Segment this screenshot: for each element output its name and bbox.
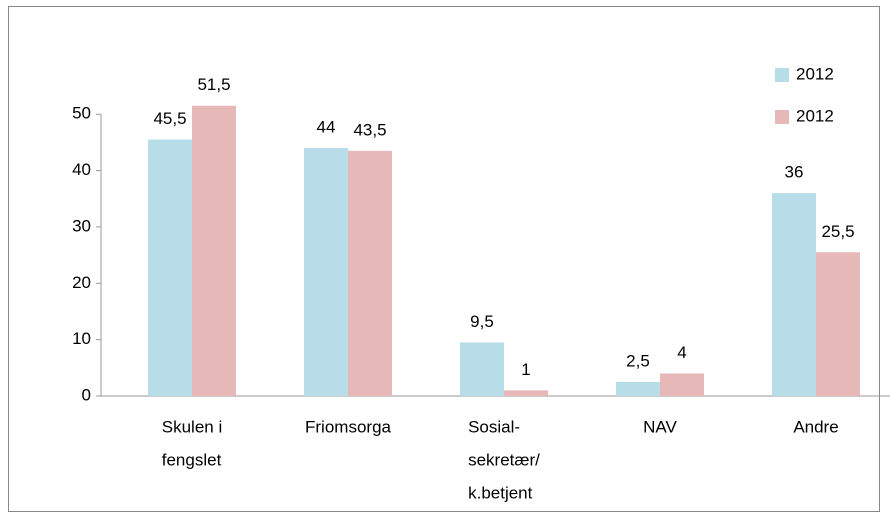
bar — [348, 150, 392, 396]
legend-label: 2012 — [796, 64, 834, 83]
data-label: 1 — [521, 360, 530, 379]
legend-label: 2012 — [796, 106, 834, 125]
y-tick-label: 40 — [72, 160, 91, 179]
y-tick-label: 0 — [82, 385, 91, 404]
x-tick-label: fengslet — [162, 450, 222, 469]
bar — [504, 390, 548, 396]
bar — [616, 381, 660, 396]
data-label: 4 — [677, 343, 686, 362]
bar — [148, 139, 192, 396]
x-tick-label: k.betjent — [468, 483, 533, 502]
x-tick-label: Friomsorga — [305, 417, 392, 436]
y-tick-label: 10 — [72, 329, 91, 348]
data-label: 43,5 — [353, 120, 386, 139]
x-tick-label: sekretær/ — [468, 450, 540, 469]
chart-frame — [8, 6, 880, 512]
bar — [192, 105, 236, 397]
data-label: 25,5 — [821, 222, 854, 241]
bar — [304, 148, 348, 396]
bar — [772, 193, 816, 396]
legend-swatch — [775, 68, 789, 82]
x-tick-label: NAV — [643, 417, 677, 436]
data-label: 44 — [317, 117, 336, 136]
x-tick-label: Skulen i — [162, 417, 222, 436]
data-label: 45,5 — [153, 109, 186, 128]
y-tick-label: 20 — [72, 273, 91, 292]
x-tick-label: Andre — [793, 417, 838, 436]
x-tick-label: Sosial- — [468, 417, 520, 436]
y-tick-label: 50 — [72, 104, 91, 123]
legend-swatch — [775, 110, 789, 124]
data-label: 2,5 — [626, 351, 650, 370]
data-label: 9,5 — [470, 312, 494, 331]
data-label: 51,5 — [197, 75, 230, 94]
bar — [816, 252, 860, 396]
bar — [460, 342, 504, 396]
y-tick-label: 30 — [72, 216, 91, 235]
data-label: 36 — [785, 163, 804, 182]
bar — [660, 373, 704, 396]
